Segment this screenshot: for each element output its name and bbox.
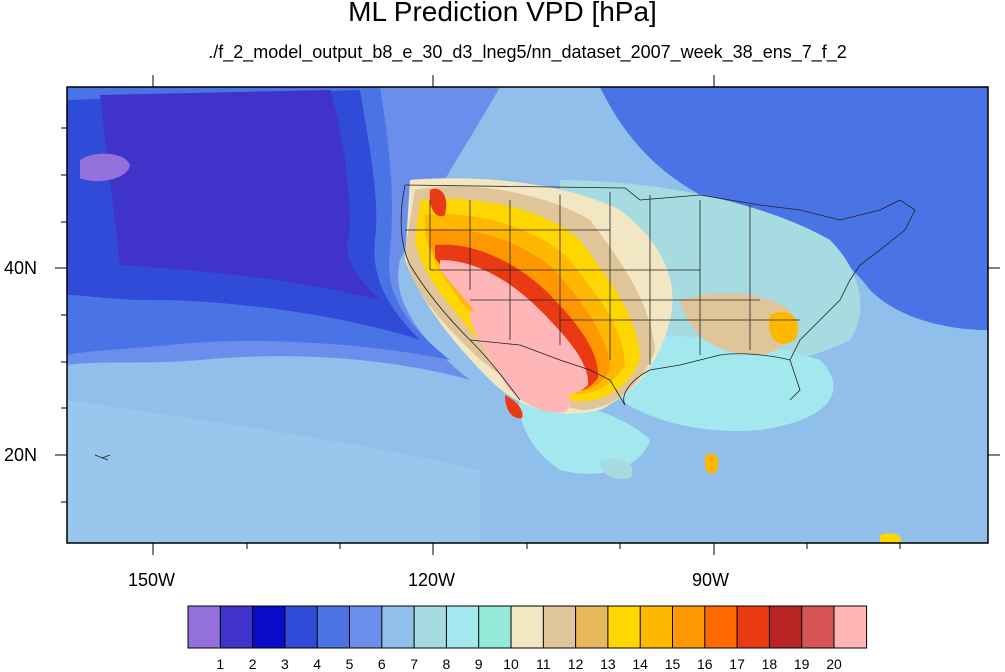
colorbar-swatch xyxy=(801,605,835,649)
colorbar-swatch xyxy=(316,605,351,649)
colorbar-label: 10 xyxy=(503,656,519,672)
colorbar-label: 18 xyxy=(761,656,778,672)
colorbar-label: 11 xyxy=(536,656,551,672)
colorbar-swatch xyxy=(252,605,286,649)
colorbar-swatch xyxy=(736,605,771,649)
colorbar-swatch xyxy=(575,605,609,649)
vpd-field xyxy=(67,87,988,543)
colorbar-label: 20 xyxy=(826,656,842,672)
colorbar-swatch xyxy=(284,605,318,649)
colorbar-label: 6 xyxy=(377,656,386,672)
colorbar-swatch xyxy=(349,605,383,649)
lon-label-90w: 90W xyxy=(692,570,730,590)
colorbar-label: 12 xyxy=(567,656,584,672)
axis-ticks xyxy=(55,75,1000,555)
colorbar-swatch xyxy=(607,605,642,649)
map-title: ML Prediction VPD [hPa] xyxy=(348,0,657,27)
colorbar xyxy=(187,605,868,649)
colorbar-swatch xyxy=(381,605,415,649)
colorbar-swatch xyxy=(639,605,674,649)
colorbar-label: 7 xyxy=(410,656,418,672)
colorbar-label: 17 xyxy=(729,656,745,672)
boundaries xyxy=(94,184,916,461)
colorbar-swatch xyxy=(413,605,448,649)
colorbar-swatch xyxy=(187,605,222,649)
lat-label-20n: 20N xyxy=(4,445,38,465)
colorbar-swatch xyxy=(704,605,738,649)
colorbar-label: 14 xyxy=(632,656,648,672)
colorbar-label: 4 xyxy=(313,656,322,672)
colorbar-label: 1 xyxy=(216,656,225,672)
lon-label-150w: 150W xyxy=(128,570,176,590)
colorbar-label: 8 xyxy=(442,656,451,672)
lon-label-120w: 120W xyxy=(408,570,456,590)
colorbar-swatch xyxy=(542,605,577,649)
colorbar-label: 19 xyxy=(793,656,810,672)
colorbar-swatch xyxy=(672,605,706,649)
colorbar-swatch xyxy=(833,605,868,649)
colorbar-swatch xyxy=(510,605,545,649)
colorbar-swatch xyxy=(445,605,480,649)
colorbar-label: 15 xyxy=(664,656,681,672)
colorbar-label: 2 xyxy=(248,656,257,672)
map-subtitle: ./f_2_model_output_b8_e_30_d3_lneg5/nn_d… xyxy=(208,42,847,62)
colorbar-label: 5 xyxy=(345,656,354,672)
colorbar-label: 3 xyxy=(280,656,289,672)
colorbar-label: 16 xyxy=(697,656,713,672)
colorbar-swatch xyxy=(768,605,803,649)
colorbar-label: 9 xyxy=(474,656,483,672)
colorbar-swatch xyxy=(478,605,512,649)
lat-label-40n: 40N xyxy=(4,258,38,278)
colorbar-swatch xyxy=(219,605,254,649)
colorbar-label: 13 xyxy=(600,656,616,672)
